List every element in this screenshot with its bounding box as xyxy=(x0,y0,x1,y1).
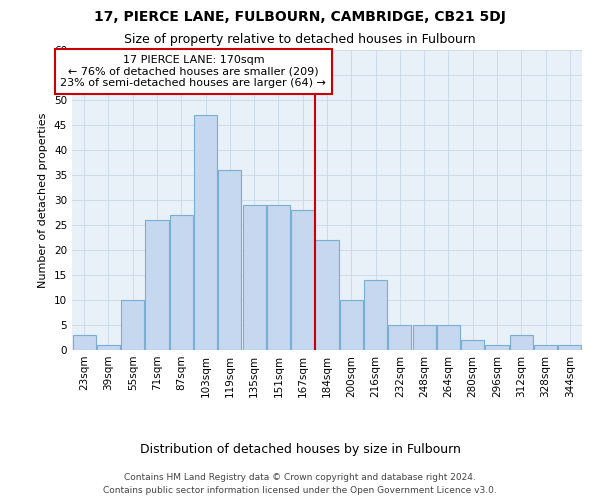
Text: Size of property relative to detached houses in Fulbourn: Size of property relative to detached ho… xyxy=(124,32,476,46)
Bar xyxy=(291,210,314,350)
Bar xyxy=(145,220,169,350)
Text: 17 PIERCE LANE: 170sqm
← 76% of detached houses are smaller (209)
23% of semi-de: 17 PIERCE LANE: 170sqm ← 76% of detached… xyxy=(61,55,326,88)
Bar xyxy=(510,335,533,350)
Bar xyxy=(559,345,581,350)
Bar xyxy=(388,325,412,350)
Bar xyxy=(316,240,338,350)
Bar xyxy=(413,325,436,350)
Bar xyxy=(437,325,460,350)
Bar xyxy=(485,345,509,350)
Bar xyxy=(267,205,290,350)
Text: Contains HM Land Registry data © Crown copyright and database right 2024.: Contains HM Land Registry data © Crown c… xyxy=(124,472,476,482)
Bar xyxy=(170,215,193,350)
Bar xyxy=(121,300,144,350)
Text: 17, PIERCE LANE, FULBOURN, CAMBRIDGE, CB21 5DJ: 17, PIERCE LANE, FULBOURN, CAMBRIDGE, CB… xyxy=(94,10,506,24)
Bar xyxy=(242,205,266,350)
Bar xyxy=(340,300,363,350)
Text: Distribution of detached houses by size in Fulbourn: Distribution of detached houses by size … xyxy=(140,442,460,456)
Y-axis label: Number of detached properties: Number of detached properties xyxy=(38,112,49,288)
Bar xyxy=(364,280,387,350)
Bar xyxy=(97,345,120,350)
Bar xyxy=(218,170,241,350)
Text: Contains public sector information licensed under the Open Government Licence v3: Contains public sector information licen… xyxy=(103,486,497,495)
Bar xyxy=(194,115,217,350)
Bar xyxy=(461,340,484,350)
Bar xyxy=(73,335,95,350)
Bar xyxy=(534,345,557,350)
